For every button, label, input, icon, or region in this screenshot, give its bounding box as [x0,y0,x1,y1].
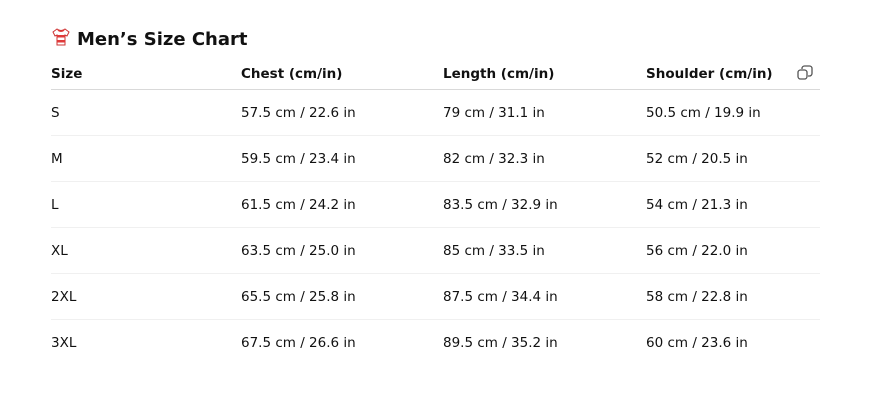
cell-chest: 63.5 cm / 25.0 in [241,242,356,259]
table-row: M 59.5 cm / 23.4 in 82 cm / 32.3 in 52 cm /… [51,136,820,182]
cell-size: 3XL [51,334,77,351]
cell-length: 87.5 cm / 34.4 in [443,288,558,305]
cell-chest: 61.5 cm / 24.2 in [241,196,356,213]
cell-size: 2XL [51,288,77,305]
cell-length: 79 cm / 31.1 in [443,104,545,121]
cell-chest: 67.5 cm / 26.6 in [241,334,356,351]
table-row: 3XL 67.5 cm / 26.6 in 89.5 cm / 35.2 in 60 … [51,320,820,365]
cell-size: L [51,196,59,213]
cell-length: 85 cm / 33.5 in [443,242,545,259]
cell-chest: 65.5 cm / 25.8 in [241,288,356,305]
table-row: XL 63.5 cm / 25.0 in 85 cm / 33.5 in 56 cm … [51,228,820,274]
cell-shoulder: 58 cm / 22.8 in [646,288,748,305]
header-shoulder: Shoulder (cm/in) [646,65,773,82]
cell-shoulder: 52 cm / 20.5 in [646,150,748,167]
title-text: Men’s Size Chart [77,29,248,50]
cell-shoulder: 54 cm / 21.3 in [646,196,748,213]
chart-title: Men’s Size Chart [51,27,248,52]
cell-size: M [51,150,63,167]
cell-size: S [51,104,60,121]
cell-shoulder: 60 cm / 23.6 in [646,334,748,351]
copy-icon[interactable] [796,64,814,86]
table-row: 2XL 65.5 cm / 25.8 in 87.5 cm / 34.4 in 58 … [51,274,820,320]
cell-shoulder: 56 cm / 22.0 in [646,242,748,259]
header-length: Length (cm/in) [443,65,555,82]
cell-chest: 57.5 cm / 22.6 in [241,104,356,121]
table-row: L 61.5 cm / 24.2 in 83.5 cm / 32.9 in 54 cm… [51,182,820,228]
cell-shoulder: 50.5 cm / 19.9 in [646,104,761,121]
cell-size: XL [51,242,68,259]
size-table: Size Chest (cm/in) Length (cm/in) Should… [51,58,820,365]
table-header: Size Chest (cm/in) Length (cm/in) Should… [51,58,820,90]
cell-chest: 59.5 cm / 23.4 in [241,150,356,167]
table-row: S 57.5 cm / 22.6 in 79 cm / 31.1 in 50.5 cm… [51,90,820,136]
header-chest: Chest (cm/in) [241,65,343,82]
cell-length: 89.5 cm / 35.2 in [443,334,558,351]
striped-shirt-icon [51,27,71,52]
header-size: Size [51,65,83,82]
cell-length: 82 cm / 32.3 in [443,150,545,167]
cell-length: 83.5 cm / 32.9 in [443,196,558,213]
